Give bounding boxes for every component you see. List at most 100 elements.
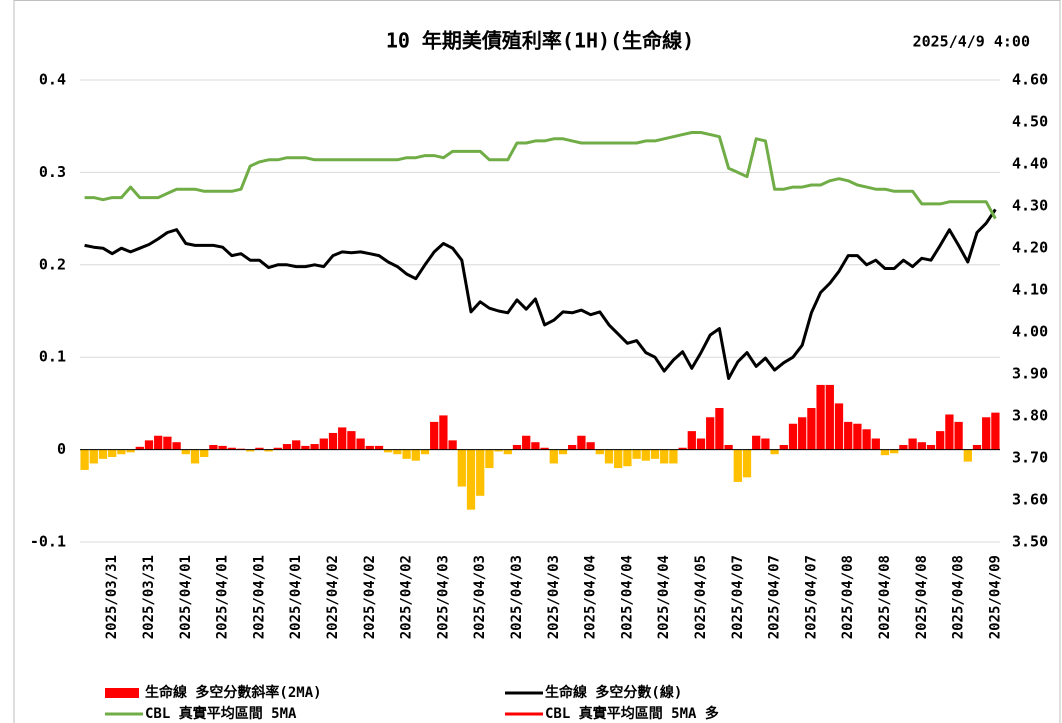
y-tick-label: 0.3 (39, 163, 66, 181)
bar (816, 384, 825, 450)
legend-swatch (105, 688, 139, 698)
legend-label: CBL 真實平均區間 5MA 多 (545, 705, 719, 722)
x-tick-label: 2025/04/03 (435, 555, 451, 639)
bar (549, 449, 558, 464)
x-tick-label: 2025/04/02 (362, 555, 378, 639)
y2-tick-label: 3.50 (1012, 533, 1048, 551)
bar (430, 421, 439, 450)
bar (494, 449, 503, 452)
bar (761, 438, 770, 450)
bar (411, 449, 420, 461)
bar (936, 431, 945, 450)
x-tick-label: 2025/04/08 (951, 555, 967, 639)
line (84, 131, 997, 220)
bar (80, 449, 89, 470)
x-tick-label: 2025/04/04 (583, 555, 599, 639)
x-tick-label: 2025/04/08 (840, 555, 856, 639)
bar (154, 435, 163, 450)
bar (706, 417, 715, 450)
bar (880, 449, 890, 456)
bar (641, 449, 650, 461)
bar (301, 445, 310, 450)
bar (991, 412, 1000, 450)
y2-tick-label: 3.80 (1012, 407, 1048, 425)
bar (604, 449, 614, 464)
x-tick-label: 2025/03/31 (141, 555, 157, 639)
legend-label: CBL 真實平均區間 5MA (145, 705, 297, 722)
bar (282, 444, 292, 450)
bar (476, 449, 485, 496)
x-tick-label: 2025/03/31 (104, 555, 120, 639)
y2-tick-label: 4.00 (1012, 323, 1048, 341)
bar (669, 449, 678, 464)
bar (586, 442, 595, 450)
bar (209, 444, 218, 450)
bar (724, 444, 733, 450)
x-tick-label: 2025/04/09 (987, 555, 1003, 639)
bar (347, 431, 356, 450)
bar (190, 449, 200, 464)
bar (264, 449, 273, 452)
bar (485, 449, 494, 469)
bar (660, 449, 669, 464)
bar (770, 449, 779, 455)
legend-label: 生命線 多空分數(線) (545, 684, 682, 701)
bar (181, 449, 190, 455)
bar (825, 384, 834, 450)
x-tick-label: 2025/04/03 (546, 555, 562, 639)
x-tick-label: 2025/04/03 (472, 555, 488, 639)
bar (89, 449, 98, 464)
y2-tick-label: 4.20 (1012, 239, 1048, 257)
bar (338, 427, 347, 450)
x-tick-label: 2025/04/02 (325, 555, 341, 639)
bar (899, 444, 908, 450)
x-tick-label: 2025/04/01 (288, 555, 304, 639)
bar (98, 449, 108, 459)
bar (982, 417, 991, 450)
bar (466, 449, 476, 510)
bar (512, 444, 522, 450)
bar (227, 447, 236, 450)
bar (144, 440, 154, 450)
x-tick-label: 2025/04/05 (693, 555, 709, 639)
bar (172, 442, 181, 450)
bar (696, 438, 706, 450)
bar (356, 438, 365, 450)
bar (788, 423, 798, 450)
bar (862, 429, 871, 450)
bar (540, 447, 549, 450)
bar (779, 444, 788, 450)
y-tick-label: 0 (57, 440, 66, 458)
bar (871, 438, 880, 450)
bar (374, 445, 384, 450)
x-tick-label: 2025/04/07 (767, 555, 783, 639)
y-tick-label: 0.4 (39, 71, 66, 89)
x-tick-label: 2025/04/03 (509, 555, 525, 639)
y2-tick-label: 3.70 (1012, 449, 1048, 467)
bar (503, 449, 512, 455)
bar (273, 447, 282, 450)
bar (926, 444, 936, 450)
bar (577, 435, 586, 450)
y2-tick-label: 4.40 (1012, 155, 1048, 173)
bar (163, 436, 172, 450)
bar (328, 432, 338, 450)
bar (218, 445, 227, 450)
y2-tick-label: 3.90 (1012, 365, 1048, 383)
y-tick-label: 0.1 (39, 348, 66, 366)
bar (742, 449, 752, 478)
bar (687, 431, 696, 450)
bar (917, 442, 926, 450)
bar (246, 449, 255, 452)
bar (614, 449, 623, 469)
y2-tick-label: 4.50 (1012, 113, 1048, 131)
bar (945, 414, 954, 450)
bar (393, 449, 402, 455)
bar (365, 445, 374, 450)
y2-tick-label: 4.30 (1012, 197, 1048, 215)
bar (972, 444, 982, 450)
bar (457, 449, 466, 487)
bar (853, 423, 862, 450)
y2-tick-label: 4.10 (1012, 281, 1048, 299)
